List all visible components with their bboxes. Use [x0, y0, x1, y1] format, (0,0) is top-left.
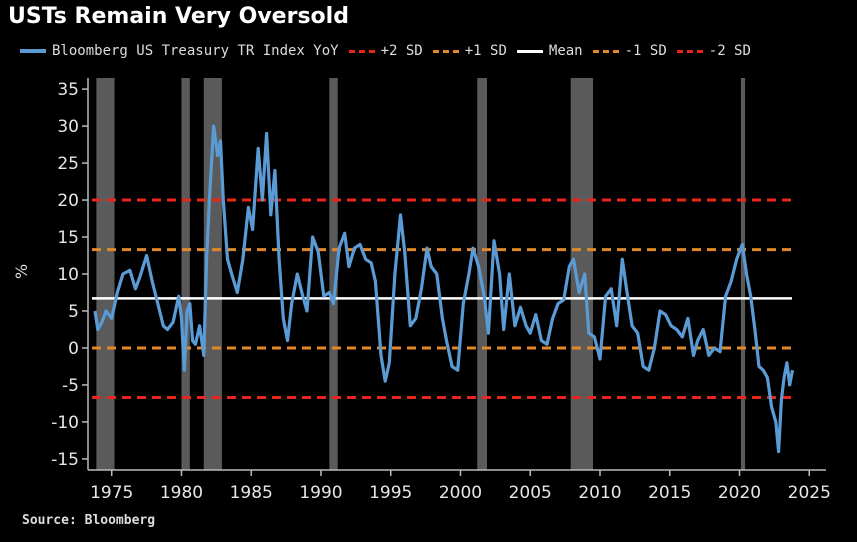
recession-band	[203, 78, 222, 470]
legend-swatch-orange-dashed	[592, 49, 619, 53]
legend-item-plus2sd: +2 SD	[348, 43, 423, 59]
legend-label: +1 SD	[464, 43, 507, 59]
x-tick-label: 1975	[90, 483, 133, 503]
x-tick-label: 2015	[648, 483, 691, 503]
x-tick-label: 1980	[160, 483, 203, 503]
recession-band	[570, 78, 594, 470]
legend-item-minus1sd: -1 SD	[592, 43, 667, 59]
x-tick-label: 2000	[439, 483, 482, 503]
x-tick-label: 1990	[299, 483, 342, 503]
y-tick-label: 0	[68, 339, 79, 359]
y-tick-label: -5	[62, 376, 79, 396]
y-tick-label: 10	[57, 265, 79, 285]
y-tick-label: 30	[57, 117, 79, 137]
source-note: Source: Bloomberg	[22, 513, 156, 528]
y-tick-label: 25	[57, 154, 79, 174]
y-tick-label: -10	[51, 413, 79, 433]
chart-legend: Bloomberg US Treasury TR Index YoY +2 SD…	[20, 40, 761, 62]
recession-band	[477, 78, 487, 470]
x-tick-label: 2005	[509, 483, 552, 503]
series-line	[93, 124, 795, 454]
legend-label: -1 SD	[624, 43, 667, 59]
legend-swatch-white-solid	[516, 49, 543, 53]
legend-item-minus2sd: -2 SD	[676, 43, 751, 59]
legend-label: +2 SD	[380, 43, 423, 59]
legend-swatch-red-dashed	[676, 49, 703, 53]
legend-label: Bloomberg US Treasury TR Index YoY	[52, 43, 339, 59]
legend-item-plus1sd: +1 SD	[432, 43, 507, 59]
x-tick-label: 1985	[230, 483, 273, 503]
legend-item-mean: Mean	[516, 43, 583, 59]
y-tick-label: 5	[68, 302, 79, 322]
x-tick-label: 2010	[578, 483, 621, 503]
y-tick-label: 15	[57, 228, 79, 248]
legend-item-index: Bloomberg US Treasury TR Index YoY	[20, 43, 339, 59]
chart-title: USTs Remain Very Oversold	[8, 4, 349, 29]
legend-label: -2 SD	[708, 43, 751, 59]
x-tick-label: 1995	[369, 483, 412, 503]
recession-band	[740, 78, 746, 470]
legend-swatch-red-dashed	[348, 49, 375, 53]
x-tick-label: 2020	[718, 483, 761, 503]
y-tick-label: 20	[57, 191, 79, 211]
recession-band	[181, 78, 190, 470]
recession-band	[96, 78, 115, 470]
legend-swatch-blue-solid	[20, 49, 46, 53]
legend-label: Mean	[548, 43, 583, 59]
y-tick-label: -15	[51, 450, 79, 470]
x-tick-label: 2025	[788, 483, 831, 503]
legend-swatch-orange-dashed	[432, 49, 459, 53]
y-axis-label: %	[12, 263, 32, 280]
y-tick-label: 35	[57, 80, 79, 100]
recession-band	[329, 78, 338, 470]
